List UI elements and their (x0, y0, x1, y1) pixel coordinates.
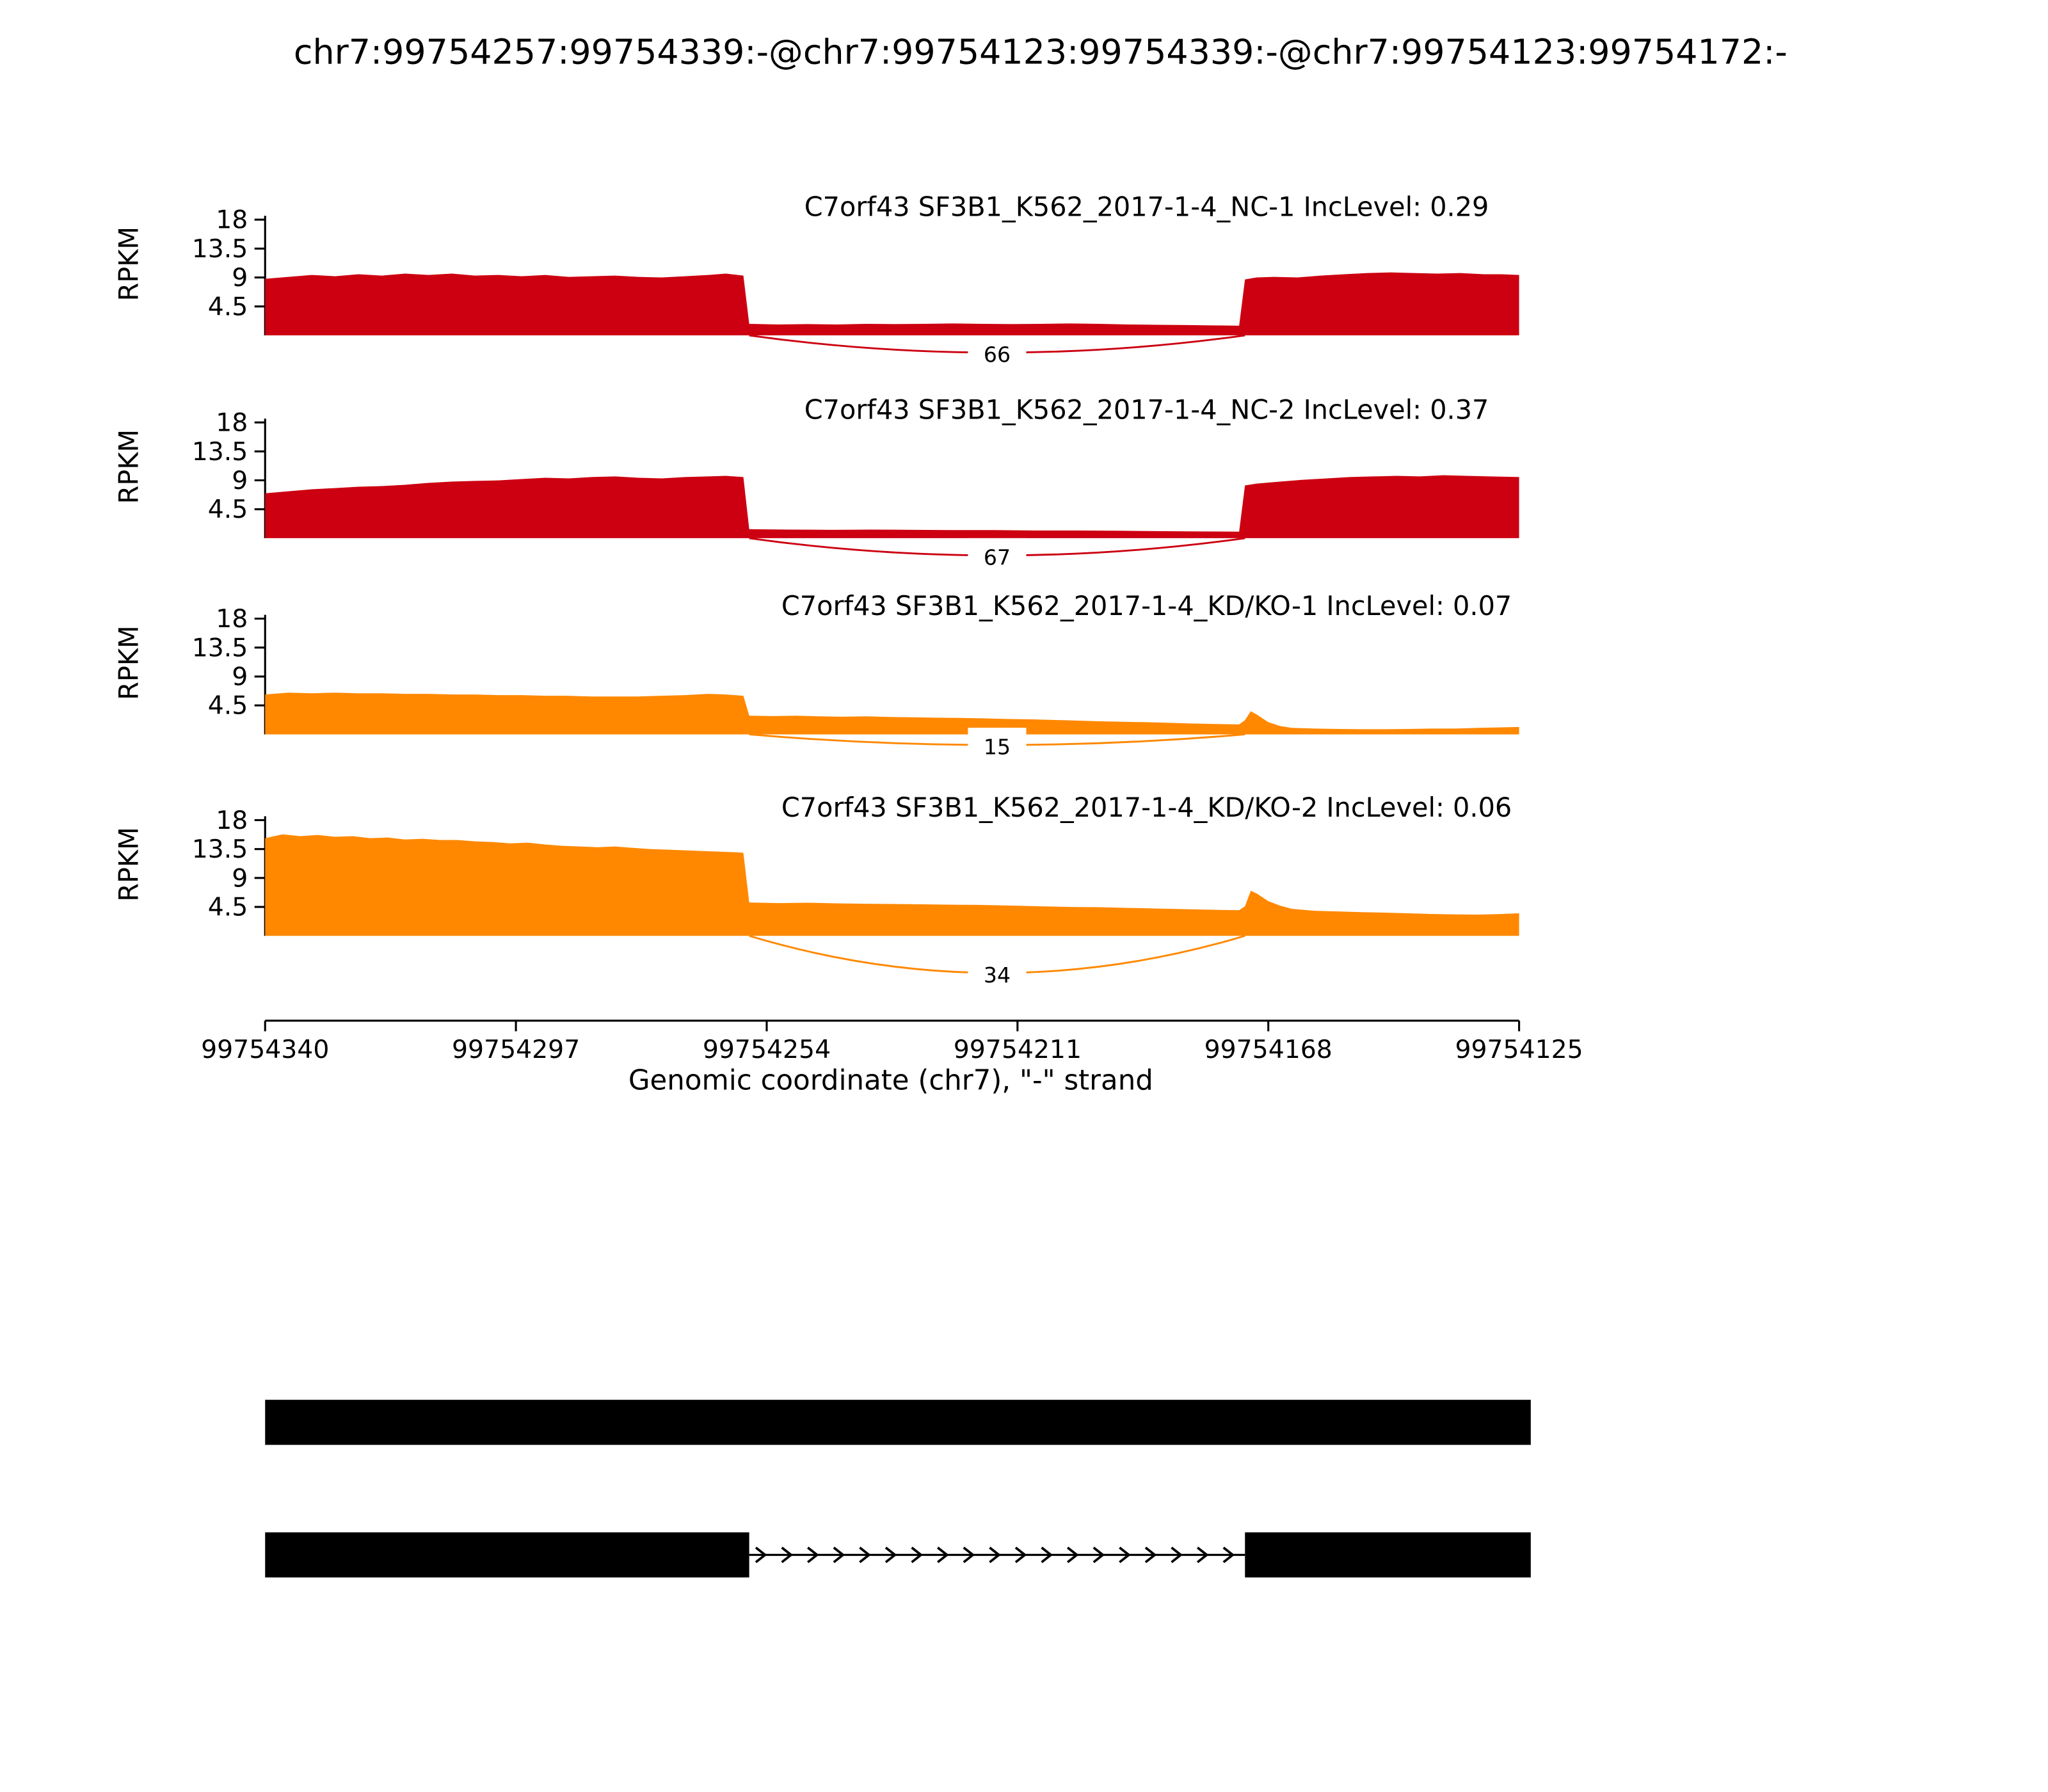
y-tick-label: 4.5 (208, 893, 248, 922)
intron-arrow (859, 1546, 871, 1564)
track-title: C7orf43 SF3B1_K562_2017-1-4_NC-1 IncLeve… (804, 192, 1489, 223)
track-title: C7orf43 SF3B1_K562_2017-1-4_KD/KO-1 IncL… (781, 591, 1512, 621)
intron-arrow (1014, 1546, 1027, 1564)
y-tick-label: 9 (232, 466, 248, 495)
coverage-area (265, 692, 1519, 735)
x-tick-label: 99754168 (1204, 1035, 1332, 1064)
x-tick-label: 99754340 (201, 1035, 329, 1064)
x-axis-title: Genomic coordinate (chr7), "-" strand (628, 1065, 1153, 1097)
intron-arrow (781, 1546, 794, 1564)
y-tick-label: 4.5 (208, 691, 248, 721)
y-tick-label: 13.5 (192, 633, 248, 662)
y-tick-label: 13.5 (192, 234, 248, 264)
y-tick-label: 18 (216, 205, 248, 235)
x-tick-label: 99754125 (1455, 1035, 1583, 1064)
y-tick-label: 4.5 (208, 292, 248, 321)
junction-label-bg (968, 335, 1027, 370)
intron-arrow (1171, 1546, 1183, 1564)
intron-arrow (833, 1546, 845, 1564)
intron-arrow (911, 1546, 924, 1564)
y-axis-label: RPKM (113, 827, 144, 902)
x-axis: 99754340 99754297 99754254 99754211 99754168… (201, 1020, 1583, 1064)
track-title: C7orf43 SF3B1_K562_2017-1-4_KD/KO-2 IncL… (781, 792, 1512, 823)
intron-arrow (1222, 1546, 1235, 1564)
junction-label-bg (968, 956, 1027, 991)
intron-arrow (1119, 1546, 1131, 1564)
gene-structure (265, 1400, 1531, 1578)
intron-arrow (1196, 1546, 1209, 1564)
y-tick-label: 13.5 (192, 437, 248, 467)
y-tick-label: 9 (232, 863, 248, 893)
exon-block (265, 1400, 1531, 1445)
junction-read-count: 15 (984, 735, 1011, 760)
intron-arrow (1066, 1546, 1079, 1564)
intron-arrow (989, 1546, 1001, 1564)
intron-arrow (963, 1546, 975, 1564)
x-tick-label: 99754254 (703, 1035, 831, 1064)
junction-read-count: 66 (984, 342, 1011, 367)
junction-read-count: 34 (984, 963, 1011, 988)
skipping-isoform (265, 1532, 1531, 1578)
x-tick-label: 99754211 (954, 1035, 1082, 1064)
intron-arrow (807, 1546, 819, 1564)
coverage-area (265, 834, 1519, 936)
y-tick-label: 4.5 (208, 495, 248, 524)
coverage-area (265, 272, 1519, 336)
x-tick-label: 99754297 (452, 1035, 580, 1064)
y-tick-label: 18 (216, 408, 248, 438)
y-axis-label: RPKM (113, 429, 144, 504)
junction-read-count: 67 (984, 545, 1011, 570)
y-tick-label: 18 (216, 604, 248, 634)
y-axis-label: RPKM (113, 625, 144, 700)
inclusion-isoform (265, 1400, 1531, 1445)
intron-arrow (755, 1546, 767, 1564)
y-tick-label: 18 (216, 806, 248, 835)
junction-label-bg (968, 728, 1027, 762)
y-tick-label: 9 (232, 263, 248, 292)
y-tick-label: 9 (232, 662, 248, 691)
junction-label-bg (968, 538, 1027, 573)
intron-arrow (1092, 1546, 1105, 1564)
exon-block (265, 1532, 749, 1578)
plot-title: chr7:99754257:99754339:-@chr7:99754123:9… (294, 31, 1788, 72)
intron-arrow (884, 1546, 897, 1564)
y-axis-label: RPKM (113, 227, 144, 301)
intron-arrow (1041, 1546, 1053, 1564)
y-tick-label: 13.5 (192, 835, 248, 864)
coverage-area (265, 475, 1519, 538)
intron-arrow (1144, 1546, 1157, 1564)
exon-block (1245, 1532, 1531, 1578)
intron-arrow (937, 1546, 949, 1564)
track-title: C7orf43 SF3B1_K562_2017-1-4_NC-2 IncLeve… (804, 394, 1489, 425)
